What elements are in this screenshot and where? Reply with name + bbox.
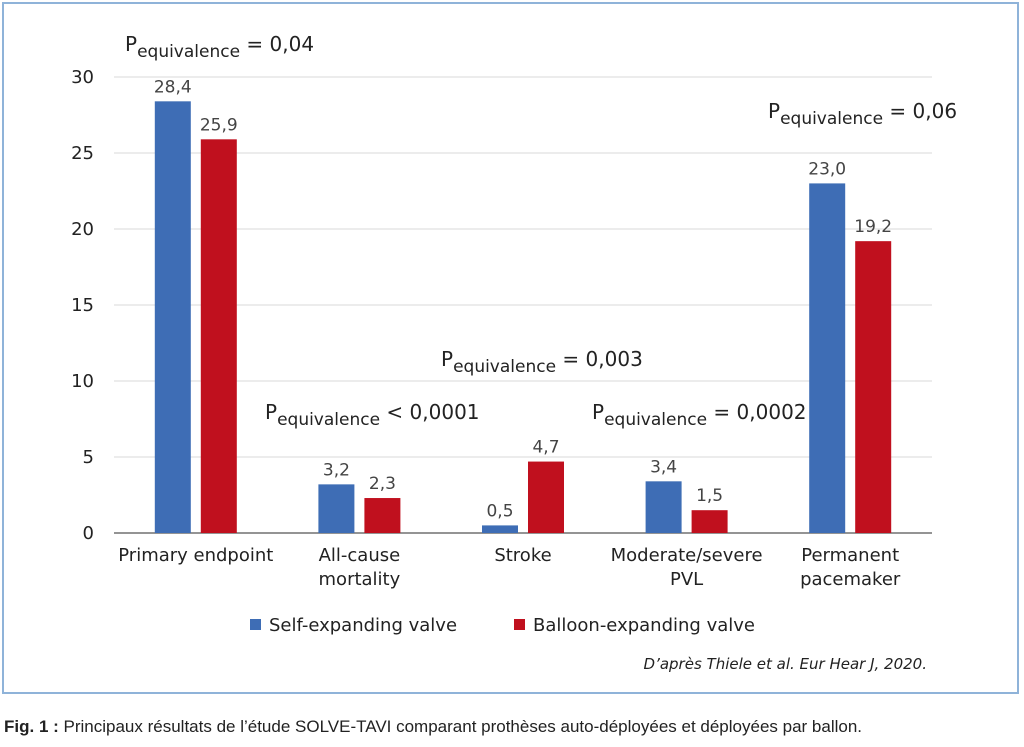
y-tick-label: 15 xyxy=(71,295,94,316)
p-annotation-pvl: Pequivalence = 0,0002 xyxy=(592,400,807,430)
data-label: 0,5 xyxy=(486,501,513,521)
x-tick-label: All-cause xyxy=(319,545,401,566)
p-annotation-pacemaker: Pequivalence = 0,06 xyxy=(768,99,958,129)
data-label: 25,9 xyxy=(200,115,238,135)
data-label: 3,2 xyxy=(323,460,350,480)
data-label: 28,4 xyxy=(154,77,192,97)
y-tick-label: 0 xyxy=(83,523,94,544)
y-tick-label: 10 xyxy=(71,371,94,392)
data-label: 1,5 xyxy=(696,486,723,506)
source-note: D’après Thiele et al. Eur Hear J, 2020. xyxy=(643,655,927,673)
legend-label: Self-expanding valve xyxy=(269,615,458,636)
legend-swatch-blue xyxy=(250,619,261,630)
y-tick-label: 20 xyxy=(71,219,94,240)
p-annotation-mortality: Pequivalence < 0,0001 xyxy=(265,400,480,430)
y-tick-label: 25 xyxy=(71,143,94,164)
bar xyxy=(154,101,191,533)
data-label: 4,7 xyxy=(532,438,559,458)
p-annotation-stroke: Pequivalence = 0,003 xyxy=(441,347,643,377)
bar xyxy=(200,139,237,533)
data-label: 3,4 xyxy=(650,457,677,477)
legend-self-expanding: Self-expanding valve xyxy=(250,615,457,636)
x-tick-label: PVL xyxy=(670,569,703,590)
x-tick-label: Stroke xyxy=(494,545,551,566)
bar xyxy=(809,183,846,533)
legend-swatch-red xyxy=(514,619,525,630)
legend-balloon-expanding: Balloon-expanding valve xyxy=(514,615,755,636)
data-label: 2,3 xyxy=(369,474,396,494)
x-tick-label: pacemaker xyxy=(800,569,901,590)
caption-label: Fig. 1 : xyxy=(4,717,59,736)
bar xyxy=(318,484,355,533)
bar-chart: 0 5 10 15 20 25 30 28,4 25,9 Primary endpoint 3,2 2… xyxy=(71,67,932,590)
figure-frame: 0 5 10 15 20 25 30 28,4 25,9 Primary endpoint 3,2 2… xyxy=(2,2,1019,694)
bar xyxy=(364,498,401,533)
x-tick-label: Primary endpoint xyxy=(118,545,273,566)
p-annotation-primary: Pequivalence = 0,04 xyxy=(125,32,315,62)
y-tick-label: 5 xyxy=(83,447,94,468)
x-tick-label: Permanent xyxy=(801,545,899,566)
bar xyxy=(691,510,728,533)
bar xyxy=(482,525,518,533)
legend-label: Balloon-expanding valve xyxy=(533,615,755,636)
y-tick-label: 30 xyxy=(71,67,94,88)
figure-caption: Fig. 1 : Principaux résultats de l’étude… xyxy=(4,717,862,737)
bar xyxy=(528,461,564,533)
bar xyxy=(855,241,892,533)
bar xyxy=(645,481,682,533)
data-label: 19,2 xyxy=(854,217,892,237)
caption-text: Principaux résultats de l’étude SOLVE-TA… xyxy=(58,717,863,736)
x-tick-label: Moderate/severe xyxy=(611,545,763,566)
data-label: 23,0 xyxy=(808,159,846,179)
x-tick-label: mortality xyxy=(319,569,401,590)
